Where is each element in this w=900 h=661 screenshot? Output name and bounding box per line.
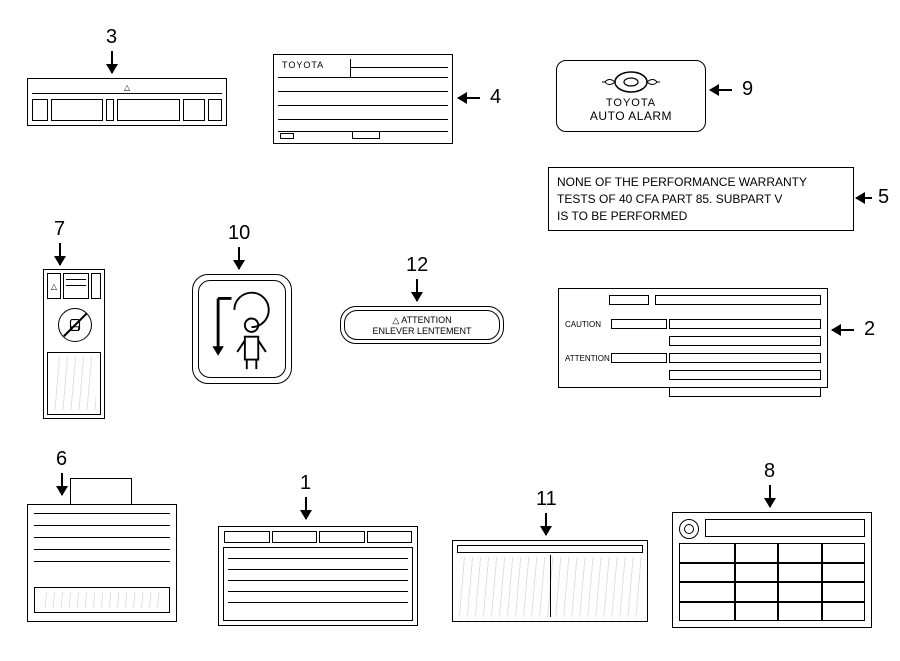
arrow-icon (61, 473, 63, 495)
callout-number: 9 (742, 78, 753, 101)
service-spec-label: TOYOTA (273, 54, 453, 144)
callout-10: 10 (228, 222, 250, 269)
callout-number: 8 (764, 460, 775, 483)
callout-number: 4 (490, 86, 501, 109)
callout-8: 8 (764, 460, 775, 507)
callout-6: 6 (56, 448, 67, 495)
arrow-icon (545, 513, 547, 535)
callout-1: 1 (300, 472, 311, 519)
callout-3: 3 (106, 26, 117, 73)
arrow-icon (710, 89, 732, 91)
callout-9: 9 (710, 78, 753, 101)
callout-7: 7 (54, 218, 65, 265)
steering-wheel-icon (599, 69, 663, 95)
alarm-line2: AUTO ALARM (590, 109, 672, 123)
attention-text: ATTENTION (565, 354, 609, 363)
warranty-line1: NONE OF THE PERFORMANCE WARRANTY (557, 174, 845, 191)
emission-label (218, 526, 418, 626)
warranty-line2: TESTS OF 40 CFA PART 85. SUBPART V (557, 191, 845, 208)
attention-line1: △ ATTENTION (392, 315, 451, 326)
arrow-icon (238, 247, 240, 269)
tire-info-label (672, 512, 872, 628)
callout-2: 2 (832, 318, 875, 341)
brand-text: TOYOTA (282, 60, 324, 70)
warning-triangle-icon: △ (47, 273, 61, 299)
arrow-icon (769, 485, 771, 507)
callout-4: 4 (458, 86, 501, 109)
callout-number: 7 (54, 218, 65, 241)
tire-icon (679, 519, 699, 539)
callout-number: 1 (300, 472, 311, 495)
ac-spec-label: △ (27, 78, 227, 126)
child-safety-label (192, 274, 292, 384)
caution-attention-label: CAUTION ATTENTION (558, 288, 828, 388)
callout-number: 12 (406, 254, 428, 277)
arrow-icon (111, 51, 113, 73)
warning-triangle-icon: △ (124, 83, 130, 92)
callout-number: 11 (536, 488, 557, 511)
child-lock-icon (199, 281, 285, 377)
warranty-text-label: NONE OF THE PERFORMANCE WARRANTY TESTS O… (548, 167, 854, 231)
dual-panel-label (452, 540, 648, 622)
callout-number: 2 (864, 318, 875, 341)
callout-number: 6 (56, 448, 67, 471)
callout-11: 11 (536, 488, 557, 535)
alarm-line1: TOYOTA (606, 97, 656, 109)
attention-label: △ ATTENTION ENLEVER LENTEMENT (340, 306, 504, 344)
cover-label (27, 504, 177, 622)
attention-line2: ENLEVER LENTEMENT (372, 326, 471, 336)
callout-number: 3 (106, 26, 117, 49)
callout-12: 12 (406, 254, 428, 301)
arrow-icon (856, 197, 872, 199)
no-seat-icon (58, 308, 92, 342)
battery-warning-label: △ (43, 269, 105, 419)
auto-alarm-label: TOYOTA AUTO ALARM (556, 60, 706, 132)
warranty-line3: IS TO BE PERFORMED (557, 208, 845, 225)
caution-text: CAUTION (565, 320, 609, 329)
callout-number: 10 (228, 222, 250, 245)
callout-number: 5 (878, 186, 889, 209)
arrow-icon (59, 243, 61, 265)
arrow-icon (305, 497, 307, 519)
arrow-icon (832, 329, 854, 331)
callout-5: 5 (856, 186, 889, 209)
arrow-icon (458, 97, 480, 99)
arrow-icon (416, 279, 418, 301)
